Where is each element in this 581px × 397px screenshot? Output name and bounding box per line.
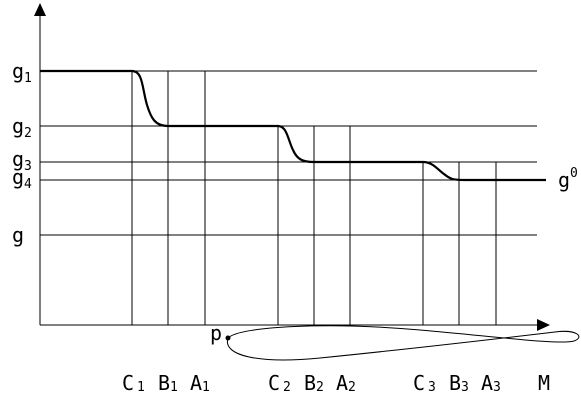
label-b1: B1 [158, 371, 178, 395]
label-g0: g0 [558, 166, 578, 192]
label-a1: A1 [190, 371, 210, 395]
x-axis-arrow [537, 319, 550, 331]
label-g1: g1 [12, 59, 32, 86]
point-p-dot [225, 335, 231, 341]
label-m: M [538, 371, 550, 395]
label-g4: g4 [12, 165, 32, 192]
step-curve [40, 69, 546, 182]
label-a3: A3 [481, 371, 501, 395]
y-axis-arrow [34, 3, 46, 16]
label-p: p [210, 321, 222, 345]
label-g: g [12, 223, 24, 247]
label-b3: B3 [449, 371, 469, 395]
label-g3: g3 [12, 147, 32, 174]
label-b2: B2 [304, 371, 324, 395]
label-a2: A2 [336, 371, 356, 395]
label-g2: g2 [12, 114, 32, 141]
loop-curve [226, 325, 580, 361]
